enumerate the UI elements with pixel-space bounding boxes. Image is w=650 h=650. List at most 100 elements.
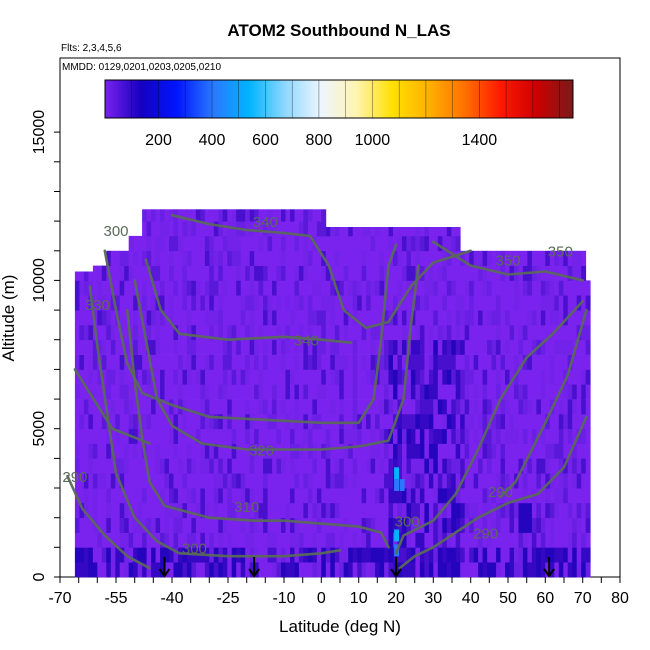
heatmap-cell	[240, 209, 246, 222]
heatmap-cell	[267, 428, 273, 444]
heatmap-cell	[522, 399, 528, 415]
heatmap-cell	[272, 310, 277, 326]
heatmap-cell	[119, 428, 125, 444]
heatmap-cell	[173, 280, 179, 296]
heatmap-cell	[585, 295, 591, 311]
heatmap-cell	[473, 339, 479, 355]
heatmap-cell	[500, 295, 506, 311]
contour-label: 290	[473, 525, 498, 542]
heatmap-cell	[142, 562, 147, 578]
heatmap-cell	[460, 310, 466, 326]
heatmap-cell	[182, 295, 188, 311]
heatmap-cell	[455, 547, 461, 563]
heatmap-cell	[473, 250, 479, 266]
heatmap-cell	[155, 399, 161, 415]
heatmap-cell	[505, 324, 510, 341]
heatmap-cell	[343, 295, 349, 311]
heatmap-cell	[424, 227, 430, 237]
heatmap-cell	[110, 399, 116, 415]
heatmap-cell	[397, 265, 403, 281]
heatmap-cell	[169, 280, 174, 296]
heatmap-cell	[491, 339, 497, 355]
heatmap-cell	[487, 562, 492, 578]
heatmap-cell	[303, 443, 309, 459]
heatmap-cell	[137, 428, 143, 444]
heatmap-cell	[415, 473, 421, 489]
heatmap-cell	[558, 324, 564, 341]
heatmap-cell	[496, 488, 501, 504]
heatmap-cell	[334, 235, 340, 252]
heatmap-cell	[128, 443, 134, 459]
heatmap-cell	[375, 235, 380, 252]
heatmap-cell	[128, 354, 134, 370]
heatmap-cell	[245, 209, 251, 222]
heatmap-cell	[375, 413, 380, 430]
heatmap-cell	[585, 413, 591, 430]
heatmap-cell	[370, 310, 376, 326]
heatmap-cell	[204, 413, 210, 430]
heatmap-cell	[384, 295, 389, 311]
heatmap-cell	[451, 339, 457, 355]
heatmap-cell	[128, 250, 134, 266]
heatmap-cell	[209, 310, 215, 326]
heatmap-cell	[384, 250, 389, 266]
heatmap-cell	[428, 532, 434, 548]
heatmap-cell	[115, 354, 121, 370]
heatmap-cell	[469, 473, 475, 489]
heatmap-cell	[195, 532, 201, 548]
heatmap-cell	[276, 458, 282, 474]
contour-line	[499, 308, 588, 499]
heatmap-cell	[424, 399, 430, 415]
heatmap-cell	[482, 339, 488, 355]
heatmap-cell	[531, 250, 537, 266]
heatmap-cell	[397, 280, 403, 296]
heatmap-cell	[469, 547, 475, 563]
heatmap-cell	[79, 488, 85, 504]
heatmap-cell	[155, 250, 161, 266]
heatmap-cell	[164, 532, 170, 548]
heatmap-cell	[554, 384, 560, 400]
heatmap-cell	[406, 562, 412, 578]
heatmap-cell	[442, 265, 448, 281]
heatmap-cell	[366, 547, 371, 563]
heatmap-cell	[298, 209, 304, 222]
heatmap-cell	[370, 413, 376, 430]
heatmap-cell	[527, 517, 533, 533]
heatmap-cell	[393, 517, 398, 533]
heatmap-cell	[334, 502, 340, 519]
heatmap-cell	[312, 265, 318, 281]
heatmap-cell	[518, 339, 524, 355]
heatmap-cell	[384, 339, 389, 355]
heatmap-cell	[227, 428, 233, 444]
heatmap-cell	[357, 339, 363, 355]
heatmap-cell	[554, 562, 560, 578]
heatmap-cell	[88, 369, 94, 385]
heatmap-cell	[178, 413, 183, 430]
heatmap-cell	[415, 295, 421, 311]
heatmap-cell	[133, 250, 139, 266]
heatmap-cell	[419, 354, 425, 370]
heatmap-cell	[482, 265, 488, 281]
contour-line	[394, 299, 584, 555]
heatmap-cell	[505, 473, 510, 489]
heatmap-cell	[419, 235, 425, 252]
heatmap-cell	[419, 502, 425, 519]
heatmap-cell	[222, 295, 228, 311]
heatmap-cell	[191, 250, 197, 266]
heatmap-cell	[245, 488, 251, 504]
heatmap-cell	[276, 502, 282, 519]
heatmap-cell	[522, 339, 528, 355]
heatmap-cell	[191, 384, 197, 400]
heatmap-cell	[119, 250, 125, 266]
heatmap-cell	[397, 369, 403, 385]
heatmap-cell	[348, 339, 354, 355]
heatmap-cell	[186, 502, 192, 519]
heatmap-cell	[101, 502, 107, 519]
heatmap-cell	[218, 265, 224, 281]
heatmap-cell	[222, 517, 228, 533]
heatmap-cell	[339, 227, 345, 237]
heatmap-cell	[236, 339, 242, 355]
heatmap-cell	[415, 310, 421, 326]
heatmap-cell	[245, 413, 251, 430]
heatmap-cell	[410, 547, 416, 563]
